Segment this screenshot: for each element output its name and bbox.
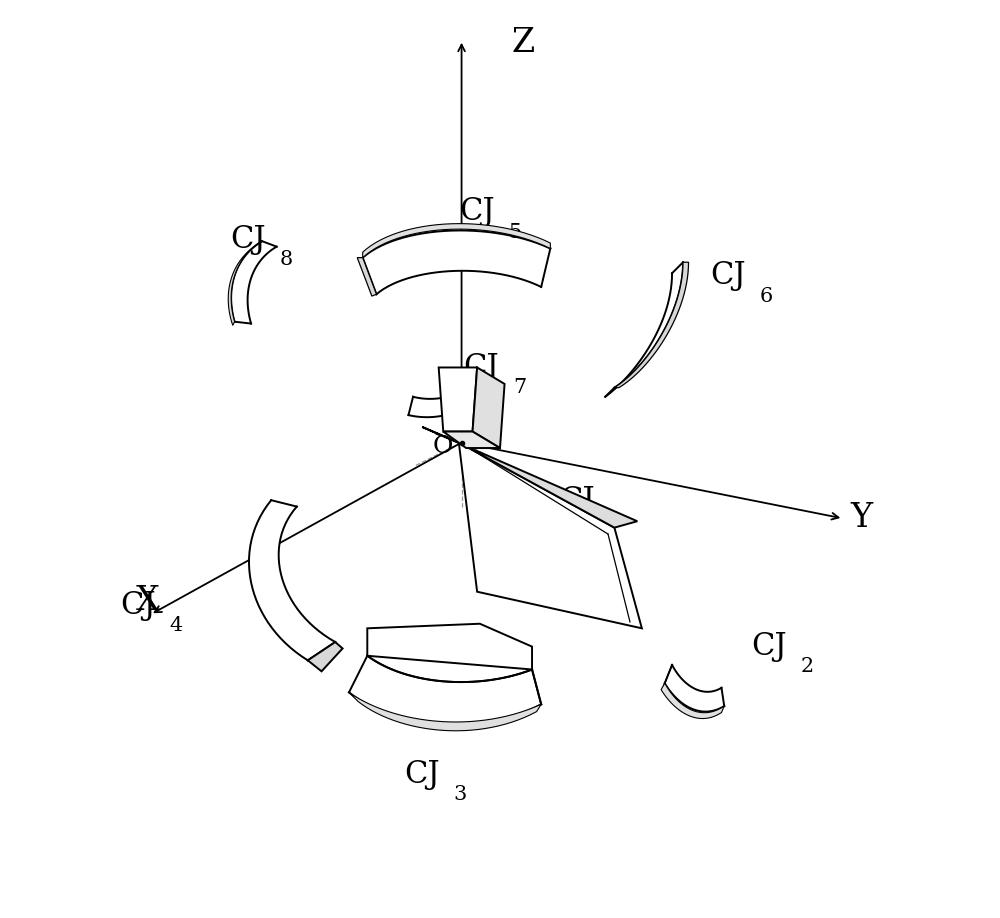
Text: 7: 7 <box>513 378 526 397</box>
Text: Y: Y <box>850 502 873 534</box>
Polygon shape <box>443 431 500 448</box>
Text: 2: 2 <box>801 657 814 677</box>
Polygon shape <box>363 230 550 295</box>
Text: O: O <box>433 435 453 458</box>
Polygon shape <box>349 655 541 725</box>
Text: 8: 8 <box>279 250 293 269</box>
Polygon shape <box>605 263 683 397</box>
Polygon shape <box>665 665 724 711</box>
Text: X: X <box>136 585 160 617</box>
Text: CJ: CJ <box>752 631 787 662</box>
Text: 5: 5 <box>508 222 521 241</box>
Text: CJ: CJ <box>463 352 499 383</box>
Text: 3: 3 <box>453 786 467 804</box>
Polygon shape <box>473 367 505 448</box>
Polygon shape <box>422 427 637 528</box>
Polygon shape <box>661 683 724 719</box>
Polygon shape <box>228 241 262 325</box>
Polygon shape <box>308 642 343 671</box>
Polygon shape <box>459 442 642 628</box>
Polygon shape <box>367 623 532 669</box>
Polygon shape <box>249 500 335 660</box>
Polygon shape <box>614 263 689 387</box>
Polygon shape <box>357 258 376 297</box>
Polygon shape <box>439 367 477 431</box>
Text: CJ: CJ <box>559 485 595 516</box>
Text: 4: 4 <box>170 616 183 635</box>
Text: CJ: CJ <box>711 261 746 291</box>
Polygon shape <box>663 665 672 688</box>
Polygon shape <box>349 692 541 731</box>
Polygon shape <box>408 384 468 417</box>
Text: CJ: CJ <box>120 590 156 621</box>
Polygon shape <box>363 224 550 258</box>
Polygon shape <box>231 241 277 323</box>
Text: CJ: CJ <box>230 224 266 255</box>
Text: 6: 6 <box>760 286 773 306</box>
Text: Z: Z <box>511 27 534 59</box>
Text: CJ: CJ <box>404 759 440 790</box>
Text: 1: 1 <box>609 510 622 530</box>
Text: CJ: CJ <box>459 196 494 228</box>
